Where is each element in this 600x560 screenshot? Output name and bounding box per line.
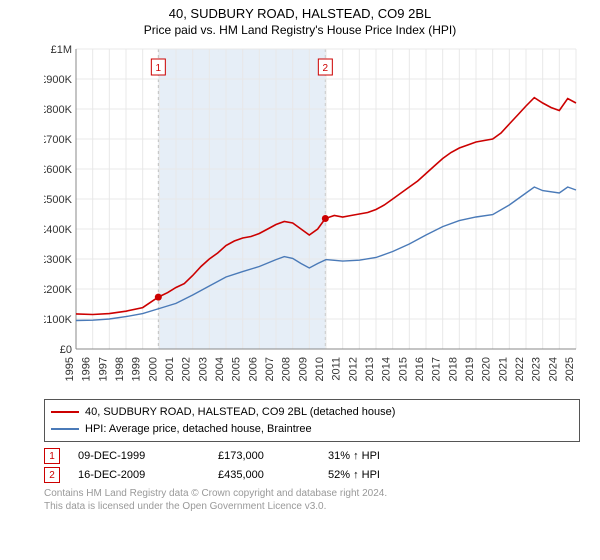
svg-text:2020: 2020 xyxy=(481,357,493,381)
svg-text:2003: 2003 xyxy=(197,357,209,381)
page-subtitle: Price paid vs. HM Land Registry's House … xyxy=(0,23,600,37)
svg-text:2001: 2001 xyxy=(164,357,176,381)
svg-text:2000: 2000 xyxy=(147,357,159,381)
svg-text:2024: 2024 xyxy=(547,357,559,381)
sale-marker: 1 xyxy=(44,448,60,464)
footer-attribution: Contains HM Land Registry data © Crown c… xyxy=(44,487,580,513)
page-title: 40, SUDBURY ROAD, HALSTEAD, CO9 2BL xyxy=(0,6,600,21)
svg-text:£300K: £300K xyxy=(44,254,73,266)
svg-text:1998: 1998 xyxy=(114,357,126,381)
svg-text:2015: 2015 xyxy=(397,357,409,381)
legend: 40, SUDBURY ROAD, HALSTEAD, CO9 2BL (det… xyxy=(44,399,580,442)
legend-item: HPI: Average price, detached house, Brai… xyxy=(51,421,573,438)
sale-date: 09-DEC-1999 xyxy=(78,450,218,462)
svg-text:2022: 2022 xyxy=(514,357,526,381)
legend-swatch xyxy=(51,428,79,430)
svg-text:2002: 2002 xyxy=(181,357,193,381)
sale-hpi: 31% ↑ HPI xyxy=(328,450,448,462)
svg-text:2016: 2016 xyxy=(414,357,426,381)
svg-text:2013: 2013 xyxy=(364,357,376,381)
legend-swatch xyxy=(51,411,79,413)
svg-text:1997: 1997 xyxy=(97,357,109,381)
svg-text:1: 1 xyxy=(156,63,162,74)
svg-text:2: 2 xyxy=(323,63,329,74)
svg-text:2011: 2011 xyxy=(331,357,343,381)
svg-text:£400K: £400K xyxy=(44,224,73,236)
sale-row: 2 16-DEC-2009£435,00052% ↑ HPI xyxy=(44,467,580,483)
svg-text:2009: 2009 xyxy=(297,357,309,381)
svg-text:£500K: £500K xyxy=(44,194,73,206)
svg-text:1995: 1995 xyxy=(64,357,76,381)
sales-table: 1 09-DEC-1999£173,00031% ↑ HPI 2 16-DEC-200… xyxy=(44,448,580,483)
svg-text:2021: 2021 xyxy=(497,357,509,381)
sale-marker: 2 xyxy=(44,467,60,483)
sale-date: 16-DEC-2009 xyxy=(78,469,218,481)
svg-text:2004: 2004 xyxy=(214,357,226,381)
footer-line: This data is licensed under the Open Gov… xyxy=(44,500,580,513)
footer-line: Contains HM Land Registry data © Crown c… xyxy=(44,487,580,500)
price-chart: £0 £100K £200K £300K £400K £500K £600K £700K £80… xyxy=(44,45,584,395)
svg-text:1996: 1996 xyxy=(81,357,93,381)
svg-text:2008: 2008 xyxy=(281,357,293,381)
svg-text:2019: 2019 xyxy=(464,357,476,381)
sale-price: £435,000 xyxy=(218,469,328,481)
sale-row: 1 09-DEC-1999£173,00031% ↑ HPI xyxy=(44,448,580,464)
svg-text:£200K: £200K xyxy=(44,284,73,296)
legend-label: HPI: Average price, detached house, Brai… xyxy=(85,421,312,438)
svg-text:£700K: £700K xyxy=(44,134,73,146)
svg-text:2018: 2018 xyxy=(447,357,459,381)
svg-text:2012: 2012 xyxy=(347,357,359,381)
svg-text:£0: £0 xyxy=(60,344,72,356)
svg-text:2005: 2005 xyxy=(231,357,243,381)
legend-label: 40, SUDBURY ROAD, HALSTEAD, CO9 2BL (det… xyxy=(85,404,395,421)
legend-item: 40, SUDBURY ROAD, HALSTEAD, CO9 2BL (det… xyxy=(51,404,573,421)
svg-text:1999: 1999 xyxy=(131,357,143,381)
svg-text:2023: 2023 xyxy=(531,357,543,381)
svg-text:2010: 2010 xyxy=(314,357,326,381)
sale-hpi: 52% ↑ HPI xyxy=(328,469,448,481)
svg-text:£600K: £600K xyxy=(44,164,73,176)
svg-text:2017: 2017 xyxy=(431,357,443,381)
svg-text:2025: 2025 xyxy=(564,357,576,381)
svg-text:£900K: £900K xyxy=(44,74,73,86)
svg-text:£100K: £100K xyxy=(44,314,73,326)
svg-text:2007: 2007 xyxy=(264,357,276,381)
svg-text:2014: 2014 xyxy=(381,357,393,381)
svg-text:2006: 2006 xyxy=(247,357,259,381)
sale-price: £173,000 xyxy=(218,450,328,462)
svg-text:£800K: £800K xyxy=(44,104,73,116)
svg-text:£1M: £1M xyxy=(51,45,72,56)
